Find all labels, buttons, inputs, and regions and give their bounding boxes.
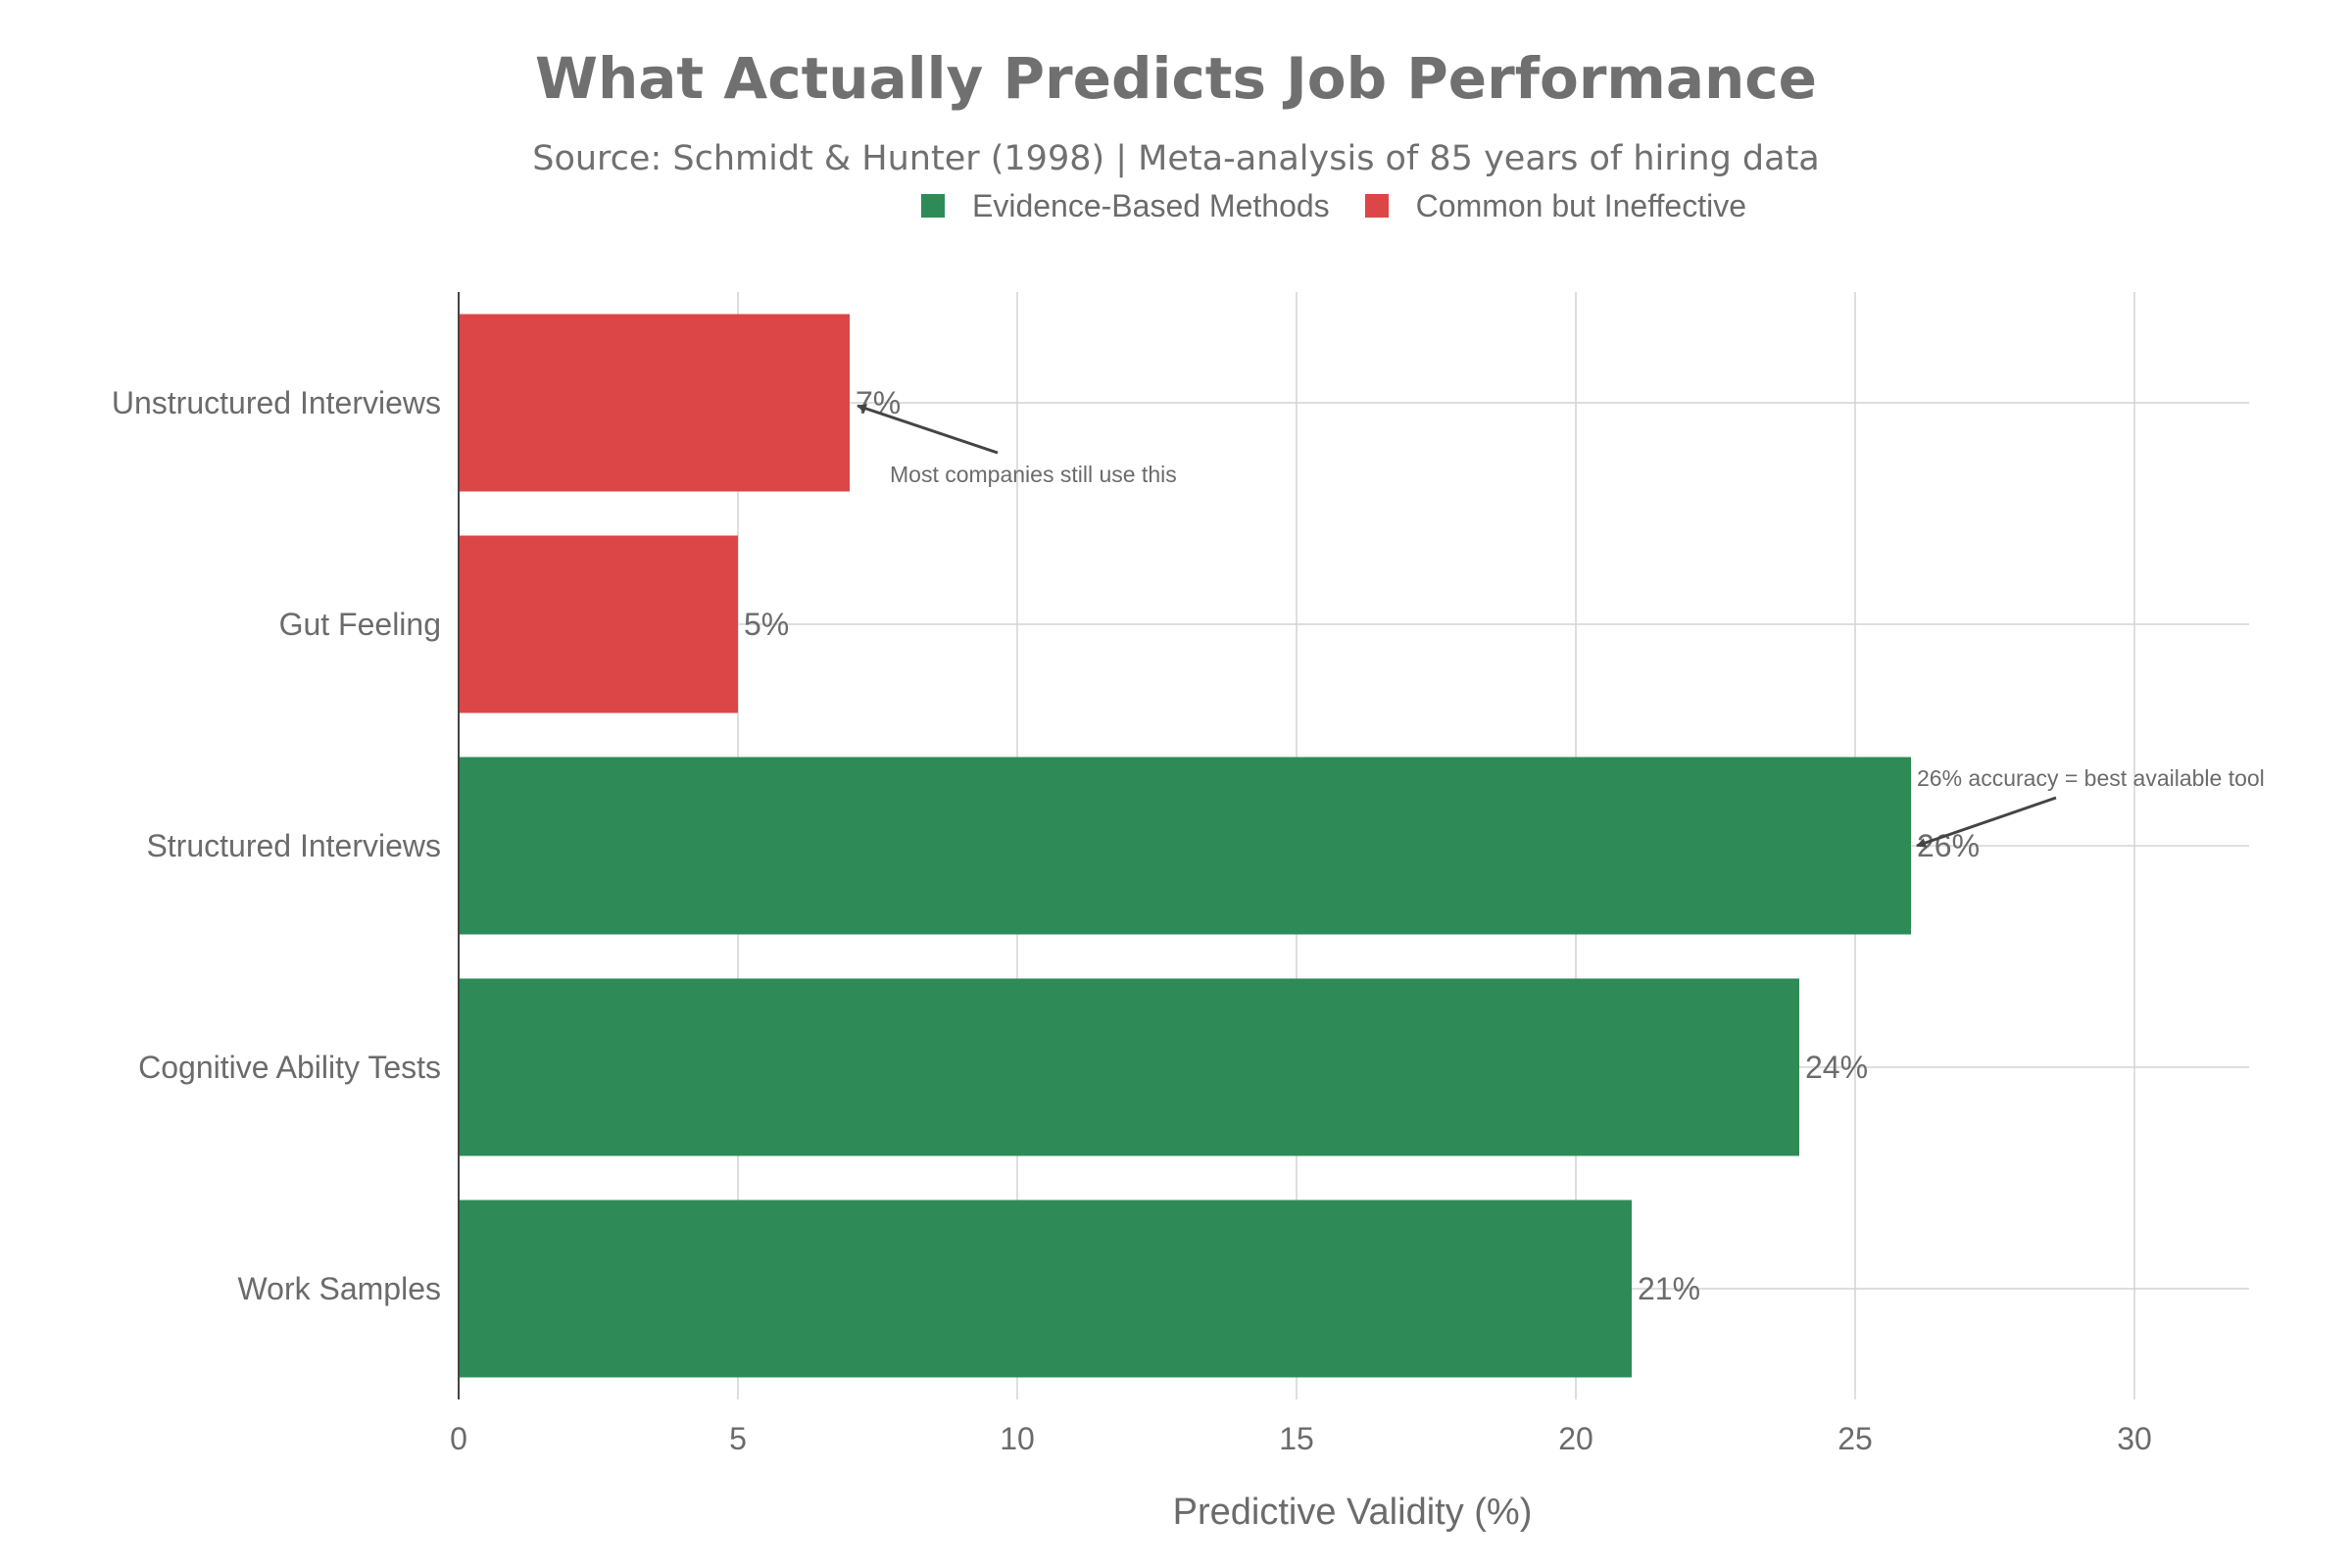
bar: [459, 978, 1799, 1156]
x-tick-label: 15: [1279, 1421, 1314, 1456]
annotation-text: Most companies still use this: [890, 462, 1177, 487]
category-label: Cognitive Ability Tests: [138, 1050, 441, 1085]
x-tick-label: 5: [729, 1421, 747, 1456]
x-tick-label: 25: [1838, 1421, 1873, 1456]
annotation-text: 26% accuracy = best available tool: [1917, 765, 2265, 791]
legend-item-ineffective: Common but Ineffective: [1364, 187, 1747, 224]
chart-title: What Actually Predicts Job Performance: [534, 45, 1818, 112]
bar: [459, 535, 738, 713]
legend-label-ineffective: Common but Ineffective: [1415, 187, 1747, 223]
x-tick-label: 0: [450, 1421, 467, 1456]
bars: [459, 314, 1911, 1378]
annotation-arrow: [1916, 796, 2057, 848]
bar: [459, 314, 850, 492]
category-labels: Unstructured Interviews Gut Feeling Struct…: [112, 385, 441, 1306]
legend-swatch-ineffective: [1364, 194, 1389, 218]
category-label: Work Samples: [238, 1271, 441, 1306]
bar-value-label: 24%: [1805, 1050, 1868, 1085]
x-tick-labels: 0 5 10 15 20 25 30: [450, 1421, 2152, 1456]
legend: Evidence-Based Methods Common but Ineffe…: [921, 184, 1782, 227]
bar-value-label: 21%: [1638, 1271, 1700, 1306]
category-label: Structured Interviews: [146, 828, 441, 863]
legend-swatch-evidence: [921, 194, 945, 218]
x-axis-title: Predictive Validity (%): [1173, 1492, 1533, 1533]
bar: [459, 1200, 1632, 1378]
bar: [459, 757, 1911, 935]
x-tick-label: 10: [1000, 1421, 1035, 1456]
annotations: Most companies still use this 26% accurac…: [857, 404, 2265, 848]
chart-subtitle: Source: Schmidt & Hunter (1998) | Meta-a…: [532, 139, 1820, 178]
legend-label-evidence: Evidence-Based Methods: [972, 187, 1330, 223]
annotation-arrow: [857, 404, 999, 455]
data-labels: 7%5%26%24%21%: [744, 385, 1980, 1306]
category-label: Gut Feeling: [279, 607, 441, 642]
legend-item-evidence: Evidence-Based Methods: [921, 188, 1330, 224]
x-tick-label: 30: [2117, 1421, 2152, 1456]
x-tick-label: 20: [1558, 1421, 1593, 1456]
bar-value-label: 5%: [744, 607, 789, 642]
category-label: Unstructured Interviews: [112, 385, 441, 420]
bar-value-label: 7%: [856, 385, 901, 420]
